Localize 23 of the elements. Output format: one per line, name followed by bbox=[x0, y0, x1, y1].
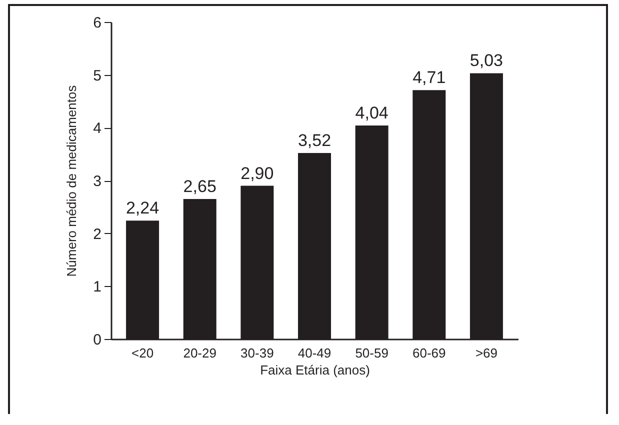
y-tick-label: 2 bbox=[93, 226, 102, 243]
y-tick-label: 1 bbox=[93, 278, 102, 296]
y-tick-label: 0 bbox=[93, 332, 102, 348]
y-tick-label: 3 bbox=[93, 173, 102, 190]
y-tick-label: 5 bbox=[93, 67, 102, 84]
x-tick-label: <20 bbox=[131, 346, 154, 360]
data-label: 3,52 bbox=[298, 131, 332, 150]
x-tick-label: 30-39 bbox=[240, 346, 274, 360]
y-tick-label: 6 bbox=[93, 14, 102, 32]
x-tick-label: 60-69 bbox=[412, 346, 446, 360]
x-tick-label: 50-59 bbox=[355, 346, 388, 360]
data-label: 5,03 bbox=[470, 51, 504, 70]
x-tick-label: 20-29 bbox=[183, 346, 216, 360]
data-label: 2,65 bbox=[183, 176, 216, 196]
data-label: 2,90 bbox=[240, 164, 274, 183]
data-label: 4,71 bbox=[412, 68, 446, 88]
y-axis-title: Número médio de medicamentos bbox=[64, 84, 80, 277]
y-tick-label: 4 bbox=[93, 120, 102, 138]
x-tick-label: 40-49 bbox=[298, 346, 332, 360]
data-label: 4,04 bbox=[355, 104, 388, 123]
x-axis-title: Faixa Etária (anos) bbox=[260, 362, 370, 378]
x-tick-label: >69 bbox=[475, 346, 498, 360]
data-label: 2,24 bbox=[126, 198, 160, 218]
